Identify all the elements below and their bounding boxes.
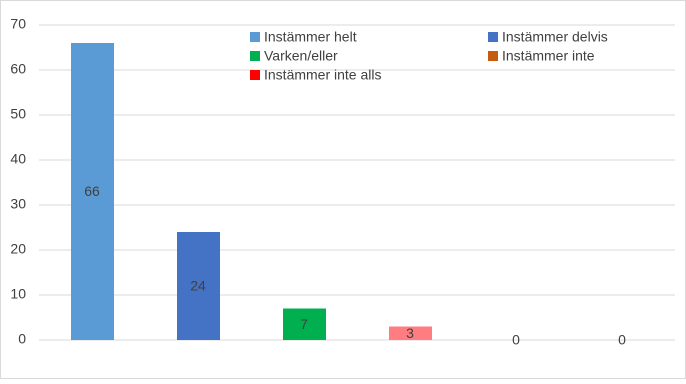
legend-swatch [250, 70, 260, 80]
y-tick-label: 70 [10, 16, 26, 32]
data-label: 0 [512, 332, 520, 348]
bar [389, 326, 432, 340]
bar [71, 43, 114, 340]
data-label: 0 [618, 332, 626, 348]
y-tick-label: 50 [10, 106, 26, 122]
legend-swatch [488, 51, 498, 61]
bar [283, 308, 326, 340]
y-tick-label: 40 [10, 151, 26, 167]
y-tick-label: 20 [10, 241, 26, 257]
data-label: 24 [190, 278, 206, 294]
legend-label: Varken/eller [264, 48, 338, 64]
y-tick-label: 0 [18, 331, 26, 347]
bar [177, 232, 220, 340]
legend-swatch [488, 32, 498, 42]
y-tick-label: 60 [10, 61, 26, 77]
legend-label: Instämmer delvis [502, 29, 608, 45]
legend-label: Instämmer inte [502, 48, 595, 64]
legend-swatch [250, 32, 260, 42]
y-tick-label: 10 [10, 286, 26, 302]
legend-label: Instämmer helt [264, 29, 357, 45]
y-tick-label: 30 [10, 196, 26, 212]
legend-swatch [250, 51, 260, 61]
data-label: 7 [300, 316, 308, 332]
legend-label: Instämmer inte alls [264, 67, 381, 83]
data-label: 66 [84, 183, 100, 199]
data-label: 3 [406, 325, 414, 341]
